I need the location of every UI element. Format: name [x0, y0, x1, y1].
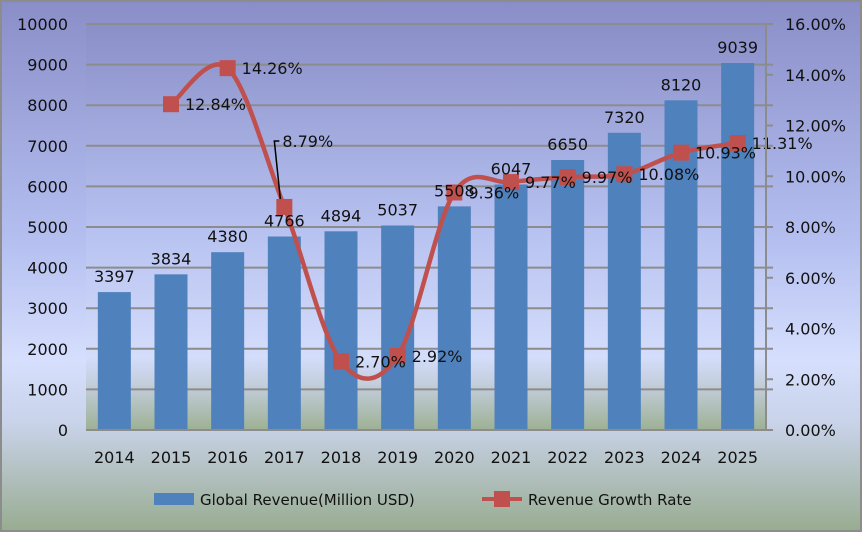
bar-value-label: 5037 [377, 200, 418, 219]
bar-2014 [97, 292, 131, 430]
growth-value-label: 2.92% [412, 347, 463, 366]
growth-marker-2022 [559, 169, 576, 186]
y-right-tick-label: 6.00% [785, 269, 836, 288]
y-left-tick-label: 6000 [27, 177, 68, 196]
growth-marker-2025 [729, 135, 746, 152]
growth-marker-2024 [673, 144, 689, 161]
legend-label-growth: Revenue Growth Rate [528, 491, 692, 509]
bar-2015 [154, 274, 188, 430]
y-right-tick-label: 0.00% [785, 421, 836, 440]
bar-value-label: 4380 [207, 227, 248, 246]
legend: Global Revenue(Million USD) Revenue Grow… [154, 491, 692, 509]
growth-value-label: 9.77% [525, 173, 576, 192]
growth-value-label: 14.26% [242, 59, 303, 78]
y-left-tick-label: 0 [58, 421, 68, 440]
growth-value-label: 10.08% [638, 165, 699, 184]
growth-value-label: 10.93% [695, 144, 756, 163]
bar-2020 [437, 206, 471, 430]
y-left-tick-label: 8000 [27, 96, 68, 115]
bar-value-label: 3834 [151, 249, 192, 268]
y-right-tick-label: 8.00% [785, 218, 836, 237]
y-left-tick-label: 10000 [17, 15, 68, 34]
growth-value-label: 9.36% [468, 183, 519, 202]
bar-value-label: 6047 [491, 159, 532, 178]
y-left-tick-label: 9000 [27, 56, 68, 75]
growth-marker-2015 [163, 96, 179, 113]
bar-value-label: 9039 [717, 38, 758, 57]
bar-value-label: 8120 [661, 75, 702, 94]
growth-marker-2021 [503, 174, 519, 191]
x-tick-label: 2021 [491, 448, 532, 467]
bar-value-label: 5508 [434, 181, 475, 200]
y-right-tick-label: 10.00% [785, 167, 846, 186]
y-left-tick-label: 1000 [27, 380, 68, 399]
bar-2022 [551, 160, 585, 430]
y-left-tick-label: 7000 [27, 137, 68, 156]
x-tick-label: 2024 [661, 448, 702, 467]
y-right-tick-label: 14.00% [785, 66, 846, 85]
bar-value-label: 7320 [604, 108, 645, 127]
y-right-tick-label: 4.00% [785, 320, 836, 339]
y-left-tick-label: 3000 [27, 299, 68, 318]
growth-value-label: 9.97% [582, 168, 633, 187]
growth-value-label: 11.31% [752, 134, 813, 153]
bar-value-label: 4894 [321, 206, 362, 225]
x-tick-label: 2017 [264, 448, 305, 467]
growth-value-label: 12.84% [185, 95, 246, 114]
x-tick-label: 2019 [377, 448, 418, 467]
x-tick-label: 2014 [94, 448, 135, 467]
bar-2017 [267, 236, 301, 430]
x-tick-label: 2015 [151, 448, 192, 467]
growth-value-label: 8.79% [282, 132, 333, 151]
growth-marker-2018 [333, 353, 349, 370]
bar-2025 [721, 63, 755, 430]
x-tick-label: 2025 [717, 448, 758, 467]
y-right-tick-label: 12.00% [785, 117, 846, 136]
growth-marker-2020 [446, 184, 463, 201]
x-tick-label: 2020 [434, 448, 475, 467]
bar-value-label: 3397 [94, 267, 135, 286]
y-left-tick-label: 4000 [27, 259, 68, 278]
growth-marker-2016 [219, 60, 236, 77]
y-left-tick-label: 2000 [27, 340, 68, 359]
legend-swatch-revenue [154, 493, 194, 505]
x-tick-label: 2018 [321, 448, 362, 467]
x-tick-label: 2022 [547, 448, 588, 467]
growth-marker-2017 [276, 198, 293, 215]
legend-marker-growth [494, 491, 510, 507]
growth-value-label: 2.70% [355, 352, 406, 371]
bar-2018 [324, 231, 358, 430]
leader-line [273, 140, 282, 200]
growth-marker-2019 [389, 347, 406, 364]
growth-marker-2023 [616, 166, 633, 183]
bar-2016 [211, 252, 245, 430]
bar-value-label: 4766 [264, 212, 305, 231]
bar-value-label: 6650 [547, 135, 588, 154]
y-right-tick-label: 16.00% [785, 15, 846, 34]
y-right-tick-label: 2.00% [785, 370, 836, 389]
x-tick-label: 2016 [207, 448, 248, 467]
y-left-tick-label: 5000 [27, 218, 68, 237]
x-tick-label: 2023 [604, 448, 645, 467]
legend-label-revenue: Global Revenue(Million USD) [200, 491, 415, 509]
bar-2021 [494, 184, 528, 430]
bar-2023 [607, 132, 641, 431]
